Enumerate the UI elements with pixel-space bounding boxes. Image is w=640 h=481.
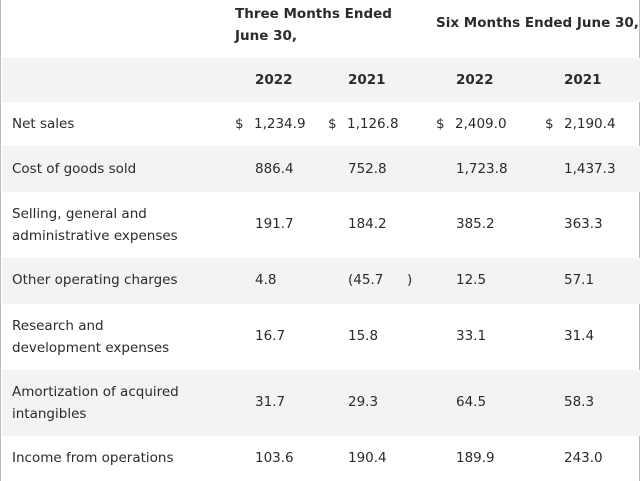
cell-value: 12.5 xyxy=(456,272,487,288)
cell-value: 57.1 xyxy=(564,272,595,288)
header-three-months: Three Months Ended June 30, xyxy=(235,6,392,44)
cell-value: 243.0 xyxy=(564,450,603,466)
table-row: Research and development expenses 16.7 1… xyxy=(2,304,640,370)
cell-value: 15.8 xyxy=(348,328,379,344)
header-group-row: Three Months Ended June 30, Six Months E… xyxy=(2,0,640,58)
cell-value: 29.3 xyxy=(348,394,379,410)
row-label: Amortization of acquired intangibles xyxy=(12,384,179,422)
row-label: Cost of goods sold xyxy=(12,161,137,177)
currency-symbol: $ xyxy=(235,116,244,132)
year-col-1: 2022 xyxy=(255,72,293,88)
cell-value: 1,126.8 xyxy=(347,116,399,132)
cell-value: 4.8 xyxy=(255,272,277,288)
header-six-months: Six Months Ended June 30, xyxy=(436,15,639,31)
cell-value: 191.7 xyxy=(255,216,294,232)
cell-value: 16.7 xyxy=(255,328,286,344)
currency-symbol: $ xyxy=(328,116,337,132)
cell-value: 385.2 xyxy=(456,216,495,232)
row-label: Net sales xyxy=(12,116,75,132)
cell-value: 363.3 xyxy=(564,216,603,232)
cell-value: 2,409.0 xyxy=(455,116,507,132)
cell-value: 886.4 xyxy=(255,161,294,177)
currency-symbol: $ xyxy=(436,116,445,132)
cell-value: 64.5 xyxy=(456,394,487,410)
cell-value: 31.4 xyxy=(564,328,595,344)
year-col-4: 2021 xyxy=(564,72,602,88)
header-year-row: 2022 2021 2022 2021 xyxy=(2,58,640,102)
cell-value: 752.8 xyxy=(348,161,387,177)
row-label: Selling, general and administrative expe… xyxy=(12,206,178,244)
table-row: Amortization of acquired intangibles 31.… xyxy=(2,370,640,436)
table-row: Net sales $ 1,234.9 $ 1,126.8 $ 2,409.0 … xyxy=(2,102,640,146)
cell-value: 189.9 xyxy=(456,450,495,466)
cell-value: 2,190.4 xyxy=(564,116,616,132)
year-col-3: 2022 xyxy=(456,72,494,88)
cell-value: 190.4 xyxy=(348,450,387,466)
cell-value: 1,723.8 xyxy=(456,161,508,177)
row-label: Income from operations xyxy=(12,450,174,466)
cell-value: 1,437.3 xyxy=(564,161,616,177)
cell-value: 1,234.9 xyxy=(254,116,306,132)
currency-symbol: $ xyxy=(545,116,554,132)
closing-paren: ) xyxy=(407,272,413,288)
cell-value: 31.7 xyxy=(255,394,286,410)
cell-value: 184.2 xyxy=(348,216,387,232)
table-row: Cost of goods sold 886.4 752.8 1,723.8 1… xyxy=(2,146,640,192)
table-row: Selling, general and administrative expe… xyxy=(2,192,640,258)
cell-value: 58.3 xyxy=(564,394,595,410)
cell-value: 33.1 xyxy=(456,328,487,344)
cell-value: (45.7 xyxy=(348,272,384,288)
cell-value: 103.6 xyxy=(255,450,294,466)
year-col-2: 2021 xyxy=(348,72,386,88)
table-row: Income from operations 103.6 190.4 189.9… xyxy=(2,436,640,481)
table-row: Other operating charges 4.8 (45.7 ) 12.5… xyxy=(2,258,640,304)
row-label: Research and development expenses xyxy=(12,318,170,356)
row-label: Other operating charges xyxy=(12,272,178,288)
